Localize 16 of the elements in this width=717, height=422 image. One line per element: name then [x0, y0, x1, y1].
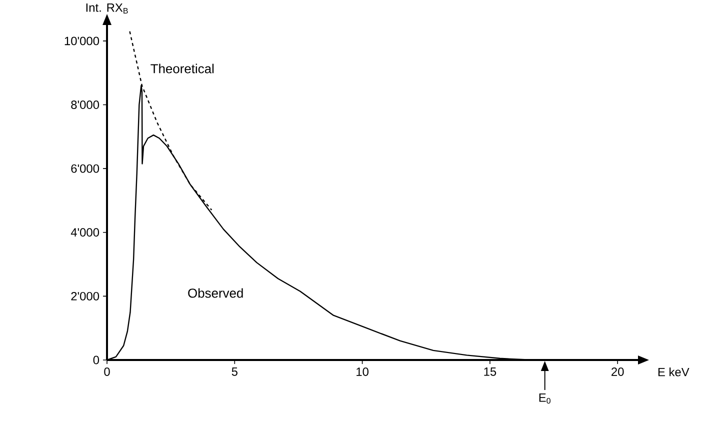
annotation: E$_{0}$ — [539, 394, 550, 404]
y-axis-title: Int. RX$_{B}$ — [86, 3, 128, 14]
x-tick-label: 0 — [104, 368, 110, 376]
series-label: Theoretical — [150, 64, 214, 74]
x-tick-label: 10 — [356, 368, 368, 376]
x-tick-label: 20 — [612, 368, 624, 376]
text: Observed — [188, 288, 243, 298]
y-tick-label: 0 — [93, 356, 100, 364]
y-tick-label: 10'000 — [64, 36, 100, 46]
y-tick-label: 8'000 — [71, 100, 100, 109]
x-axis-title: E keV — [658, 368, 690, 376]
x-tick-label: 5 — [232, 368, 238, 376]
y-tick-label: 4'000 — [70, 228, 100, 237]
y-tick-label: 2'000 — [71, 292, 100, 300]
y-tick-label: 6'000 — [71, 164, 100, 173]
x-tick-label: 15 — [484, 368, 496, 376]
